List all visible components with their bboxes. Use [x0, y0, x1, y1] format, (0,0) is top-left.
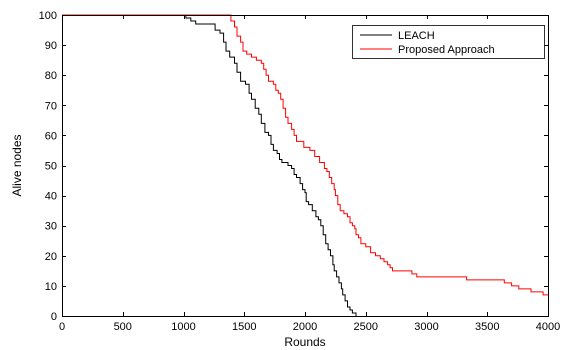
legend-label-leach: LEACH	[398, 30, 435, 42]
x-tick-label: 3000	[414, 321, 438, 333]
x-tick-label: 3500	[475, 321, 499, 333]
y-tick-label: 30	[45, 221, 57, 233]
y-tick-label: 80	[45, 70, 57, 82]
y-tick-label: 10	[45, 281, 57, 293]
y-tick-label: 70	[45, 100, 57, 112]
x-axis: 0 500 1000 1500 2000 2500 3000 3500 4000	[59, 15, 560, 333]
y-tick-label: 20	[45, 251, 57, 263]
y-tick-label: 40	[45, 191, 57, 203]
y-tick-label: 50	[45, 161, 57, 173]
y-tick-label: 60	[45, 130, 57, 142]
y-axis: 0 10 20 30 40 50 60 70 80 90 100	[39, 10, 548, 323]
x-tick-label: 2000	[293, 321, 317, 333]
series-line-proposed-approach	[62, 14, 548, 296]
x-tick-label: 1000	[171, 321, 195, 333]
plot-area	[62, 15, 548, 316]
x-tick-label: 0	[59, 321, 65, 333]
legend-box	[352, 25, 545, 59]
y-axis-title: Alive nodes	[10, 134, 24, 196]
legend: LEACH Proposed Approach	[352, 25, 545, 59]
y-tick-label: 90	[45, 40, 57, 52]
x-axis-title: Rounds	[284, 335, 325, 349]
x-tick-label: 500	[114, 321, 132, 333]
y-tick-label: 100	[39, 10, 57, 22]
series-layer	[62, 14, 548, 316]
y-tick-label: 0	[51, 311, 57, 323]
series-line-leach	[62, 14, 357, 316]
x-tick-label: 2500	[354, 321, 378, 333]
x-tick-label: 4000	[536, 321, 560, 333]
x-tick-label: 1500	[232, 321, 256, 333]
legend-label-proposed-approach: Proposed Approach	[398, 44, 495, 56]
plot-background	[62, 15, 548, 316]
